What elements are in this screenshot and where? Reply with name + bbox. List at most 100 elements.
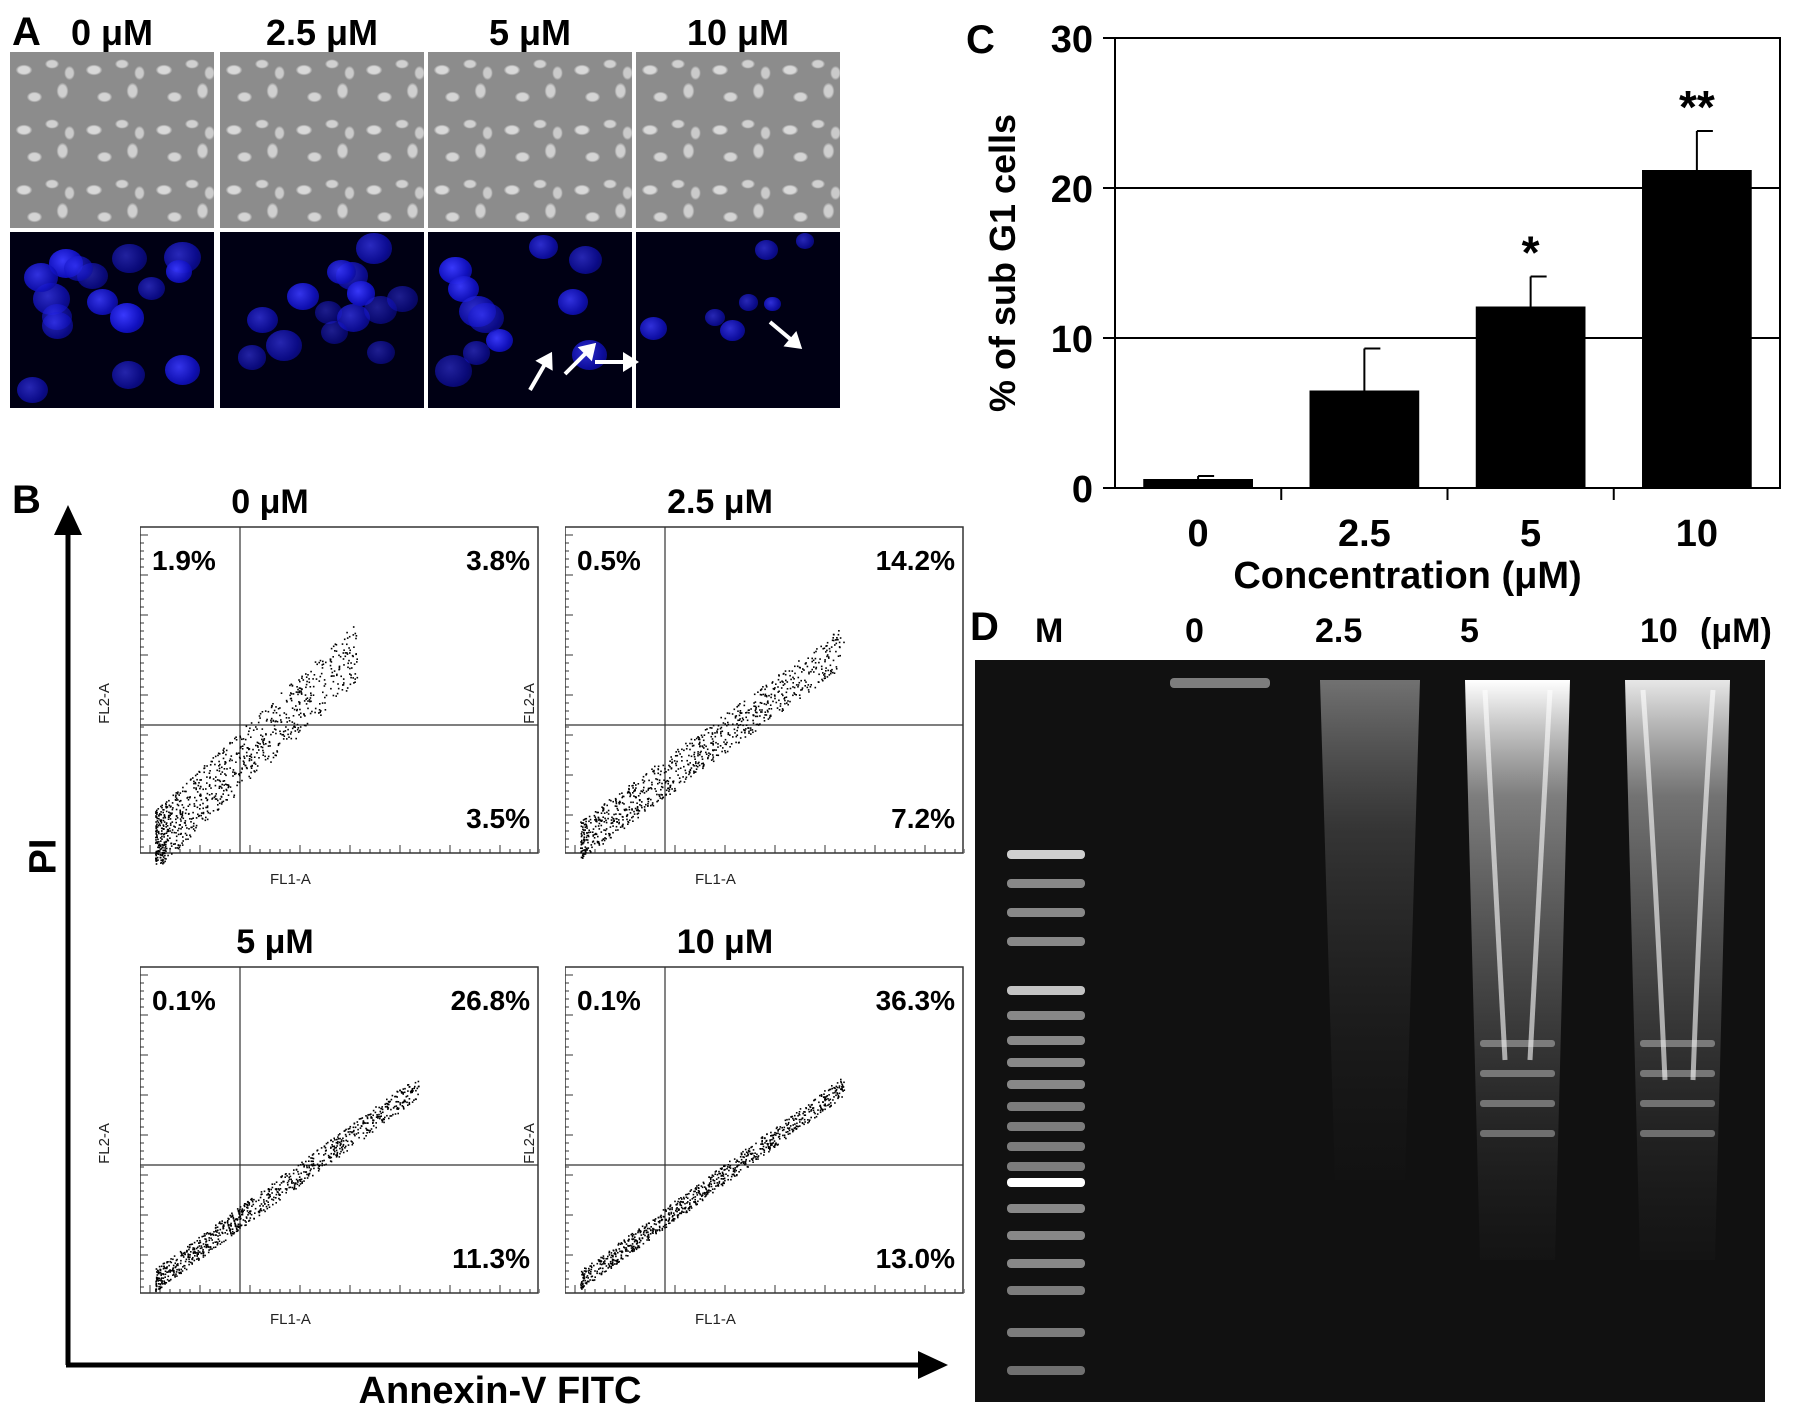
gel-lane-label: 2.5: [1315, 612, 1363, 650]
y-tick-label: 30: [1051, 19, 1093, 61]
x-tick-label: 5: [1520, 513, 1541, 555]
nucleus: [315, 300, 343, 324]
ladder-band: [1007, 1259, 1085, 1268]
quadrant-percentage: 0.1%: [152, 985, 216, 1016]
nucleus: [755, 240, 779, 261]
nucleus: [705, 309, 726, 327]
facs-x-axis-label: FL1-A: [695, 871, 736, 888]
y-tick-label: 10: [1051, 319, 1093, 361]
facs-plot-title: 2.5 μM: [667, 483, 773, 521]
gel-lane-label: 10: [1640, 612, 1678, 650]
ladder-band: [1007, 1162, 1085, 1171]
ladder-band: [1007, 1011, 1085, 1020]
phase-contrast-image: [220, 52, 424, 228]
ladder-band: [1007, 879, 1085, 888]
nucleus: [795, 233, 814, 249]
dapi-stain-image: [428, 232, 632, 408]
pi-axis-label: PI: [22, 838, 65, 875]
nucleus: [63, 256, 93, 282]
significance-marker: *: [1522, 227, 1540, 279]
panel-a-concentration-label: 10 μM: [686, 12, 790, 53]
panel-a-concentration-label: 0 μM: [70, 12, 154, 53]
bar: [1475, 306, 1586, 488]
x-tick-label: 2.5: [1338, 513, 1391, 555]
facs-y-axis-label: FL2-A: [95, 683, 113, 724]
ladder-band: [1007, 1142, 1085, 1151]
quadrant-percentage: 3.5%: [466, 803, 530, 834]
ladder-band: [1007, 1286, 1085, 1295]
y-tick-label: 20: [1051, 169, 1093, 211]
facs-plot: [139, 525, 541, 871]
phase-contrast-image: [636, 52, 840, 228]
nucleus: [569, 245, 603, 274]
facs-plot: [564, 525, 966, 865]
y-tick-label: 0: [1072, 469, 1093, 511]
gel-lane-label: 0: [1185, 612, 1204, 650]
y-axis-label: % of sub G1 cells: [982, 114, 1023, 412]
nucleus: [486, 329, 514, 353]
significance-marker: **: [1679, 81, 1715, 133]
dapi-stain-image: [636, 232, 840, 408]
dna-ladder-fragment: [1640, 1100, 1715, 1107]
x-tick-label: 10: [1676, 513, 1718, 555]
ladder-band: [1007, 1122, 1085, 1131]
facs-x-axis-label: FL1-A: [270, 1311, 311, 1328]
nucleus: [137, 276, 165, 301]
dna-ladder-fragment: [1480, 1070, 1555, 1077]
nucleus: [237, 345, 267, 370]
panel-a-concentration-label: 5 μM: [488, 12, 572, 53]
nucleus: [468, 302, 504, 334]
nucleus: [529, 234, 559, 260]
dapi-stain-image: [220, 232, 424, 408]
gel-lane-label: M: [1035, 612, 1064, 650]
nucleus: [287, 282, 319, 310]
panel-a-label: A: [12, 10, 41, 54]
panel-a-concentration-label: 2.5 μM: [265, 12, 379, 53]
nucleus: [110, 303, 145, 333]
nucleus: [367, 340, 395, 365]
apoptosis-arrow: [859, 326, 887, 354]
bar: [1642, 170, 1752, 488]
facs-plot-title: 0 μM: [231, 483, 309, 521]
nucleus: [363, 295, 398, 325]
quadrant-percentage: 36.3%: [875, 985, 955, 1016]
ladder-band: [1007, 1204, 1085, 1213]
facs-plot: [139, 965, 541, 1305]
dna-ladder-fragment: [1480, 1100, 1555, 1107]
dna-gel-image: [975, 660, 1765, 1402]
quadrant-percentage: 26.8%: [450, 985, 530, 1016]
nucleus: [463, 341, 491, 365]
nucleus: [165, 260, 192, 283]
dna-ladder-fragment: [1480, 1130, 1555, 1137]
ladder-band: [1007, 1102, 1085, 1111]
nucleus: [246, 307, 278, 334]
ladder-band: [1007, 1231, 1085, 1240]
nucleus: [738, 293, 759, 311]
nucleus: [321, 321, 349, 345]
nucleus: [640, 317, 668, 341]
facs-scatter: [564, 526, 966, 859]
facs-y-axis-label: FL2-A: [520, 683, 538, 724]
gel-unit-label: (μM): [1700, 612, 1772, 650]
nucleus: [763, 296, 782, 312]
ladder-band: [1007, 1178, 1085, 1187]
ladder-band: [1007, 1366, 1085, 1375]
bar: [1143, 479, 1253, 488]
facs-x-axis-label: FL1-A: [695, 1311, 736, 1328]
facs-plot-title: 10 μM: [676, 923, 774, 961]
sub-g1-bar-chart: 0 10 20 30 0 2.5 5 * 10 ** Concentration (μM) % of …: [982, 19, 1781, 597]
nucleus: [16, 376, 48, 404]
quadrant-percentage: 1.9%: [152, 545, 216, 576]
phase-contrast-image: [428, 52, 632, 228]
nucleus: [111, 360, 146, 390]
nucleus: [327, 260, 356, 285]
nucleus: [42, 312, 74, 339]
dna-ladder-fragment: [1640, 1040, 1715, 1047]
ladder-band: [1007, 1058, 1085, 1067]
dna-ladder-fragment: [1640, 1070, 1715, 1077]
bar: [1309, 390, 1420, 488]
facs-y-axis-label: FL2-A: [520, 1123, 538, 1164]
quadrant-percentage: 11.3%: [452, 1243, 530, 1274]
facs-plot-title: 5 μM: [236, 923, 314, 961]
ladder-band: [1007, 1328, 1085, 1337]
